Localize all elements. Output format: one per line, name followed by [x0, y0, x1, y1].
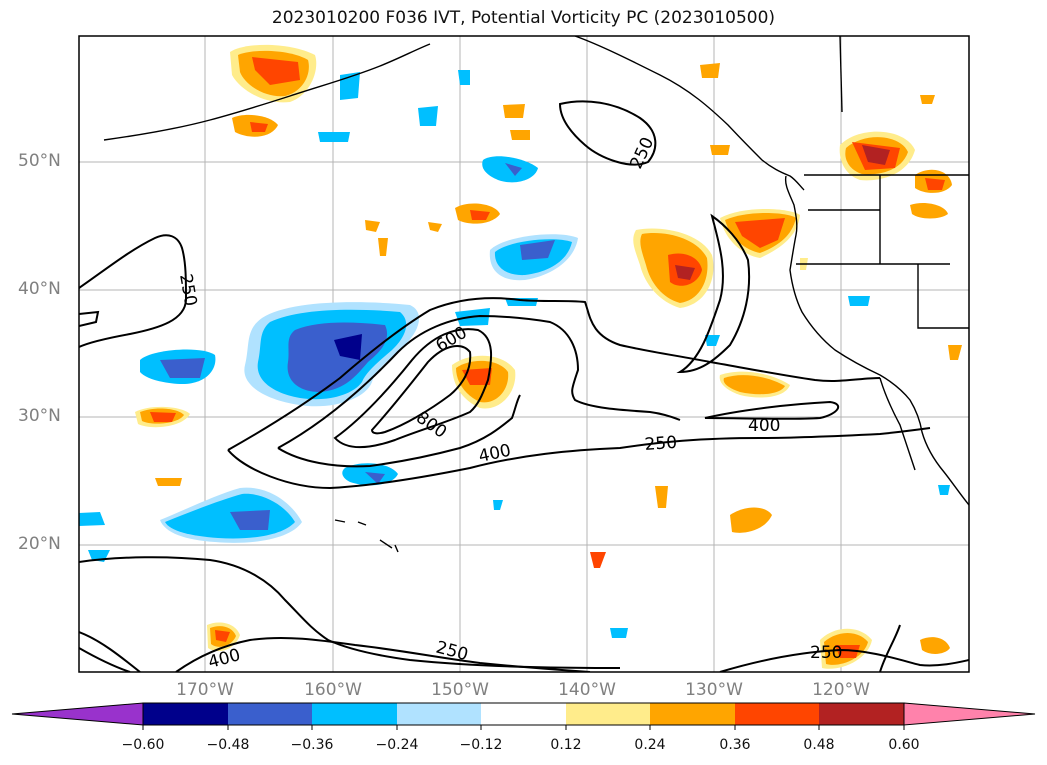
- contour-label: 400: [748, 416, 780, 436]
- map-title: 2023010200 F036 IVT, Potential Vorticity…: [271, 8, 776, 28]
- lon-label-170w: 170°W: [176, 680, 234, 700]
- lon-label-140w: 140°W: [558, 680, 616, 700]
- colorbar-segment: [819, 703, 904, 725]
- colorbar-segment: [228, 703, 312, 725]
- lat-label-20n: 20°N: [18, 534, 61, 554]
- colorbar-segment: [397, 703, 481, 725]
- colorbar-segment: [735, 703, 819, 725]
- contour-label: 250: [810, 643, 842, 663]
- plot-background: [79, 36, 969, 672]
- lat-label-50n: 50°N: [18, 151, 61, 171]
- lon-label-150w: 150°W: [431, 680, 489, 700]
- colorbar-tick-label: 0.12: [550, 737, 582, 753]
- colorbar-tick-label: −0.60: [121, 737, 165, 753]
- colorbar-segment: [566, 703, 650, 725]
- colorbar-tick-label: 0.24: [634, 737, 666, 753]
- contour-label: 250: [644, 433, 678, 455]
- lon-label-160w: 160°W: [304, 680, 362, 700]
- colorbar-extend-left: [11, 702, 144, 726]
- colorbar: [11, 702, 1036, 730]
- positive-pv-shading: [135, 44, 962, 669]
- colorbar-segment: [650, 703, 735, 725]
- ivt-contours: [79, 100, 969, 672]
- colorbar-tick-label: 0.48: [803, 737, 835, 753]
- colorbar-tick-label: 0.36: [719, 737, 751, 753]
- colorbar-tick-label: 0.60: [888, 737, 920, 753]
- lat-label-40n: 40°N: [18, 279, 61, 299]
- lon-label-130w: 130°W: [685, 680, 743, 700]
- colorbar-tick-label: −0.48: [206, 737, 250, 753]
- colorbar-frame: [142, 702, 905, 726]
- negative-pv-shading: [79, 70, 950, 638]
- colorbar-tick-label: −0.24: [375, 737, 419, 753]
- lon-label-120w: 120°W: [812, 680, 870, 700]
- contour-labels: 250 250 600 800 400 400 250 250 400 250: [175, 134, 842, 672]
- colorbar-tick-label: −0.12: [459, 737, 503, 753]
- colorbar-segment: [143, 703, 228, 725]
- plot-frame: [78, 35, 970, 673]
- colorbar-tick-label: −0.36: [290, 737, 334, 753]
- colorbar-segment: [481, 703, 566, 725]
- map-plot: 250 250 600 800 400 400 250 250 400 250: [78, 35, 970, 673]
- coastlines: [103, 36, 969, 553]
- colorbar-extend-right: [903, 702, 1036, 726]
- lat-label-30n: 30°N: [18, 406, 61, 426]
- colorbar-segment: [312, 703, 397, 725]
